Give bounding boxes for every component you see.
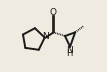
Text: H: H — [67, 50, 73, 58]
Text: N: N — [66, 46, 73, 55]
Text: O: O — [50, 8, 57, 17]
Text: N: N — [42, 32, 49, 41]
